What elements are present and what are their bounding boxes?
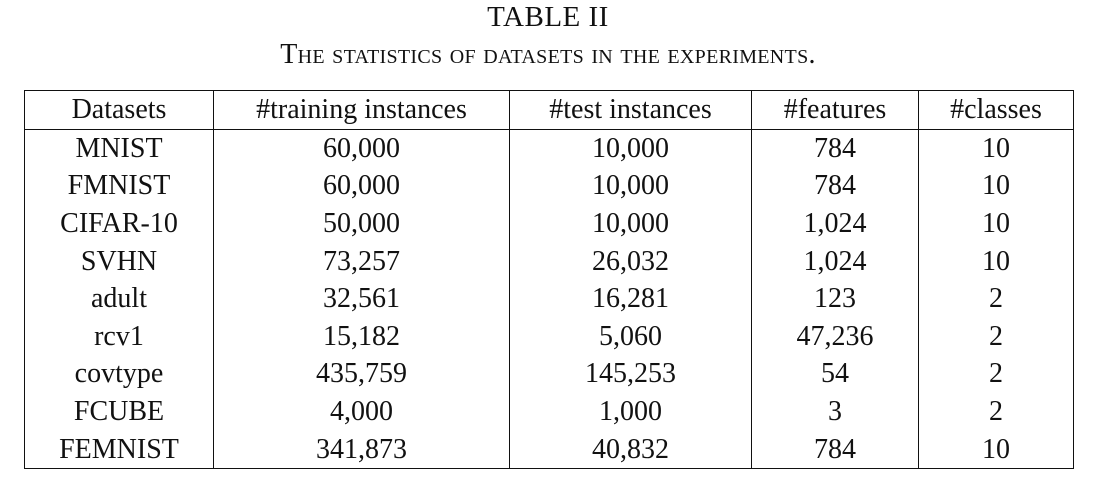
test-instances-cell: 16,281 xyxy=(509,279,752,318)
features-cell: 784 xyxy=(751,167,919,205)
header-classes: #classes xyxy=(918,90,1074,130)
header-datasets: Datasets xyxy=(24,90,214,130)
table-row: FEMNIST 341,873 40,832 784 10 xyxy=(24,430,1074,469)
test-instances-cell: 10,000 xyxy=(509,167,752,205)
table-row: rcv1 15,182 5,060 47,236 2 xyxy=(24,317,1074,356)
dataset-name-cell: covtype xyxy=(24,355,214,393)
classes-cell: 2 xyxy=(918,279,1074,318)
test-instances-cell: 145,253 xyxy=(509,355,752,393)
training-instances-cell: 60,000 xyxy=(213,167,510,205)
table-body: MNIST 60,000 10,000 784 10 FMNIST 60,000 10,000… xyxy=(24,129,1074,469)
table-row: adult 32,561 16,281 123 2 xyxy=(24,279,1074,318)
training-instances-cell: 50,000 xyxy=(213,204,510,243)
classes-cell: 10 xyxy=(918,167,1074,205)
dataset-name-cell: CIFAR-10 xyxy=(24,204,214,243)
table-row: MNIST 60,000 10,000 784 10 xyxy=(24,129,1074,168)
table-row: FMNIST 60,000 10,000 784 10 xyxy=(24,167,1074,205)
features-cell: 784 xyxy=(751,129,919,168)
dataset-name-cell: MNIST xyxy=(24,129,214,168)
dataset-name-cell: rcv1 xyxy=(24,317,214,356)
dataset-name-cell: FEMNIST xyxy=(24,430,214,469)
test-instances-cell: 40,832 xyxy=(509,430,752,469)
table-label: TABLE II xyxy=(487,1,609,33)
classes-cell: 10 xyxy=(918,129,1074,168)
training-instances-cell: 341,873 xyxy=(213,430,510,469)
header-test-instances: #test instances xyxy=(509,90,752,130)
header-training-instances: #training instances xyxy=(213,90,510,130)
dataset-statistics-table: Datasets #training instances #test insta… xyxy=(24,90,1074,469)
features-cell: 3 xyxy=(751,392,919,431)
training-instances-cell: 73,257 xyxy=(213,242,510,280)
test-instances-cell: 10,000 xyxy=(509,129,752,168)
dataset-name-cell: SVHN xyxy=(24,242,214,280)
dataset-name-cell: FMNIST xyxy=(24,167,214,205)
header-features: #features xyxy=(751,90,919,130)
table-row: SVHN 73,257 26,032 1,024 10 xyxy=(24,242,1074,280)
training-instances-cell: 32,561 xyxy=(213,279,510,318)
features-cell: 1,024 xyxy=(751,204,919,243)
dataset-name-cell: adult xyxy=(24,279,214,318)
table-row: CIFAR-10 50,000 10,000 1,024 10 xyxy=(24,204,1074,243)
features-cell: 784 xyxy=(751,430,919,469)
features-cell: 1,024 xyxy=(751,242,919,280)
training-instances-cell: 15,182 xyxy=(213,317,510,356)
table-row: FCUBE 4,000 1,000 3 2 xyxy=(24,392,1074,431)
classes-cell: 2 xyxy=(918,317,1074,356)
features-cell: 54 xyxy=(751,355,919,393)
training-instances-cell: 435,759 xyxy=(213,355,510,393)
classes-cell: 2 xyxy=(918,392,1074,431)
dataset-name-cell: FCUBE xyxy=(24,392,214,431)
test-instances-cell: 5,060 xyxy=(509,317,752,356)
test-instances-cell: 26,032 xyxy=(509,242,752,280)
training-instances-cell: 4,000 xyxy=(213,392,510,431)
classes-cell: 10 xyxy=(918,242,1074,280)
training-instances-cell: 60,000 xyxy=(213,129,510,168)
classes-cell: 2 xyxy=(918,355,1074,393)
classes-cell: 10 xyxy=(918,430,1074,469)
features-cell: 47,236 xyxy=(751,317,919,356)
table-row: covtype 435,759 145,253 54 2 xyxy=(24,355,1074,393)
table-header-row: Datasets #training instances #test insta… xyxy=(24,90,1074,130)
test-instances-cell: 10,000 xyxy=(509,204,752,243)
test-instances-cell: 1,000 xyxy=(509,392,752,431)
features-cell: 123 xyxy=(751,279,919,318)
table-caption: The statistics of datasets in the experi… xyxy=(280,39,816,70)
classes-cell: 10 xyxy=(918,204,1074,243)
